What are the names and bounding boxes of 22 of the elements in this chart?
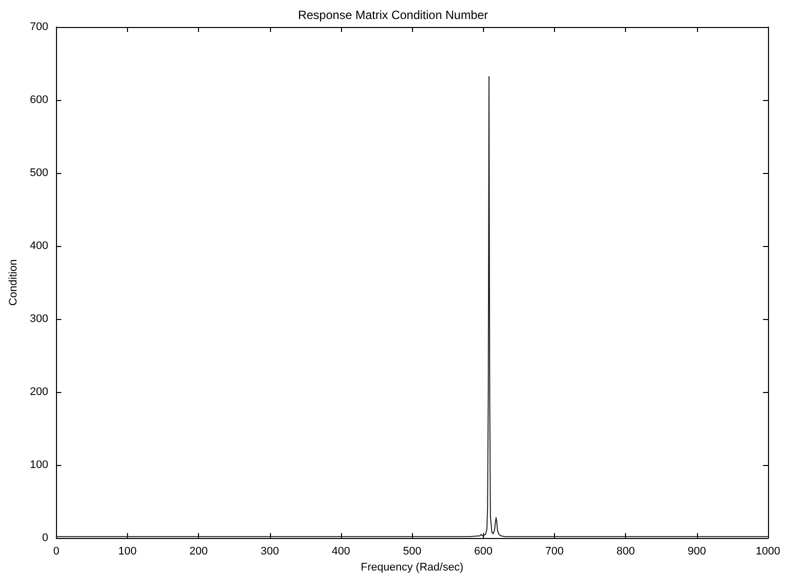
x-tick-label: 400 bbox=[332, 546, 350, 558]
y-tick-label: 600 bbox=[30, 94, 48, 106]
y-tick-label: 700 bbox=[30, 21, 48, 33]
x-tick-label: 600 bbox=[474, 546, 492, 558]
chart-title: Response Matrix Condition Number bbox=[298, 8, 488, 22]
x-tick-label: 300 bbox=[260, 546, 279, 558]
x-tick-label: 700 bbox=[545, 546, 564, 558]
y-axis-title: Condition bbox=[8, 259, 20, 306]
x-axis-title: Frequency (Rad/sec) bbox=[360, 562, 464, 574]
y-tick-label: 400 bbox=[30, 240, 48, 252]
x-tick-label: 500 bbox=[402, 546, 422, 558]
y-tick-label: 300 bbox=[30, 313, 48, 326]
x-tick-label: 200 bbox=[189, 546, 208, 558]
y-tick-label: 500 bbox=[30, 167, 48, 180]
x-tick-label: 100 bbox=[118, 546, 137, 558]
x-tick-label: 900 bbox=[688, 546, 706, 558]
y-tick-label: 100 bbox=[30, 459, 48, 472]
y-tick-label: 0 bbox=[42, 532, 48, 544]
x-tick-label: 800 bbox=[616, 546, 635, 558]
x-tick-label: 0 bbox=[53, 546, 60, 558]
x-tick-label: 1000 bbox=[756, 546, 780, 558]
y-tick-label: 200 bbox=[30, 386, 48, 398]
